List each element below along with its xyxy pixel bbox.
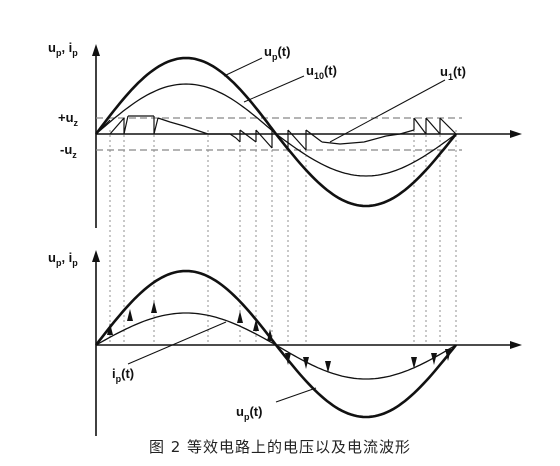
bottom-y-axis-arrow xyxy=(92,250,100,262)
figure-caption: 图 2 等效电路上的电压以及电流波形 xyxy=(148,438,412,456)
u1-leader-line xyxy=(329,79,446,143)
u10-curve xyxy=(95,83,457,177)
bottom-x-axis-arrow xyxy=(510,341,522,349)
top-x-axis-arrow xyxy=(510,130,522,138)
current-spike xyxy=(285,353,291,365)
minus-uz-label: -uz xyxy=(60,142,77,160)
current-spike xyxy=(445,349,451,361)
ip-current-curve xyxy=(95,312,457,380)
current-spike xyxy=(253,319,259,331)
up-leader-line xyxy=(223,57,263,77)
ip-label: ip(t) xyxy=(112,366,134,384)
vertical-guide-lines xyxy=(109,130,457,345)
top-axis-label: up, ip xyxy=(48,40,78,58)
up-label-bottom: up(t) xyxy=(236,404,262,422)
up-bottom-leader-line xyxy=(275,387,317,403)
current-spike xyxy=(411,357,417,369)
current-spike xyxy=(431,353,437,365)
ip-leader-line xyxy=(127,321,227,365)
up-curve-bottom xyxy=(94,269,458,419)
plus-uz-label: +uz xyxy=(58,110,79,128)
current-spike xyxy=(127,309,133,321)
up-label-top: up(t) xyxy=(264,44,290,62)
u1-label: u1(t) xyxy=(440,64,466,82)
current-spike xyxy=(303,357,309,369)
top-y-axis-arrow xyxy=(92,44,100,56)
u10-label: u10(t) xyxy=(306,63,337,81)
current-spike xyxy=(267,329,273,341)
current-spike xyxy=(237,311,243,323)
u10-leader-line xyxy=(243,75,305,103)
current-spike xyxy=(325,361,331,373)
bottom-axis-label: up, ip xyxy=(48,250,78,268)
up-curve-top xyxy=(94,56,458,208)
top-panel: up, ip +uz -uz up(t) u10(t) u1(t) xyxy=(48,40,522,228)
bottom-panel: up, ip ip(t) up(t) xyxy=(48,250,522,436)
current-spike xyxy=(107,323,113,335)
current-spike xyxy=(151,301,157,313)
current-spikes xyxy=(107,301,451,373)
u1-sawtooth-curve xyxy=(95,115,457,151)
